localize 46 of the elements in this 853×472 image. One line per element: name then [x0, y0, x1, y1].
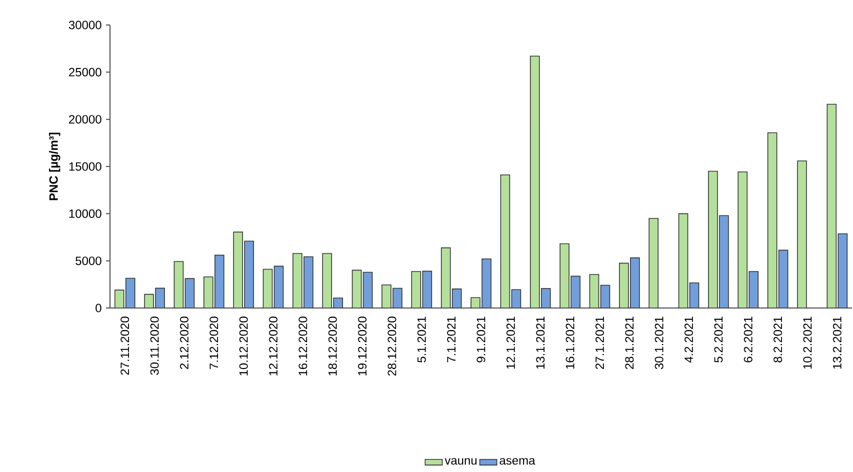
x-tick-label: 27.1.2021	[595, 316, 604, 369]
x-tick-label: 13.1.2021	[536, 316, 545, 369]
bar	[797, 160, 807, 308]
bar	[274, 266, 284, 308]
x-tick-label: 16.12.2020	[298, 316, 308, 376]
x-tick-label: 12.12.2020	[269, 316, 278, 376]
bar	[511, 289, 522, 308]
y-tick-label: 10000	[69, 209, 102, 218]
x-tick-label: 10.12.2020	[239, 316, 248, 376]
x-tick-label: 28.1.2021	[625, 316, 634, 369]
x-tick-label: 27.11.2020	[120, 316, 130, 375]
bar	[689, 282, 700, 308]
x-tick-label: 19.12.2020	[358, 316, 367, 376]
x-tick-label: 9.1.2021	[476, 316, 486, 362]
y-tick-label: 5000	[76, 256, 102, 266]
y-tick-label: 15000	[69, 162, 102, 171]
legend-label: asema	[500, 458, 536, 465]
bar	[838, 233, 848, 308]
y-tick-label: 30000	[68, 20, 102, 30]
x-tick-label: 7.12.2020	[210, 316, 218, 369]
x-tick-label: 16.1.2021	[566, 316, 574, 369]
x-tick-label: 7.1.2021	[447, 316, 456, 362]
x-tick-label: 5.2.2021	[714, 316, 723, 362]
y-tick-label: 20000	[69, 115, 102, 124]
x-tick-label: 30.11.2020	[150, 316, 159, 375]
bar	[600, 284, 610, 308]
x-tick-label: 5.1.2021	[417, 316, 426, 362]
x-tick-label: 8.2.2021	[774, 316, 782, 362]
bar	[184, 278, 195, 308]
y-tick-label: 25000	[69, 68, 102, 76]
x-tick-label: 2.12.2020	[180, 316, 188, 369]
legend-label: vaunu	[444, 458, 477, 465]
bar	[648, 218, 658, 308]
x-tick-label: 4.2.2021	[684, 316, 694, 363]
x-tick-label: 12.1.2021	[506, 316, 515, 369]
y-tick-label: 0	[96, 304, 102, 312]
bar	[125, 278, 136, 308]
x-tick-label: 10.2.2021	[803, 316, 812, 369]
x-tick-label: 30.1.2021	[654, 316, 664, 370]
x-tick-label: 13.2.2021	[832, 316, 842, 369]
bar	[362, 272, 373, 308]
x-tick-label: 18.12.2020	[328, 316, 337, 376]
x-tick-label: 28.12.2020	[388, 316, 396, 376]
x-tick-label: 6.2.2021	[744, 316, 752, 362]
bar	[778, 250, 788, 308]
y-axis-title: PNC [µg/m³]	[49, 132, 60, 200]
